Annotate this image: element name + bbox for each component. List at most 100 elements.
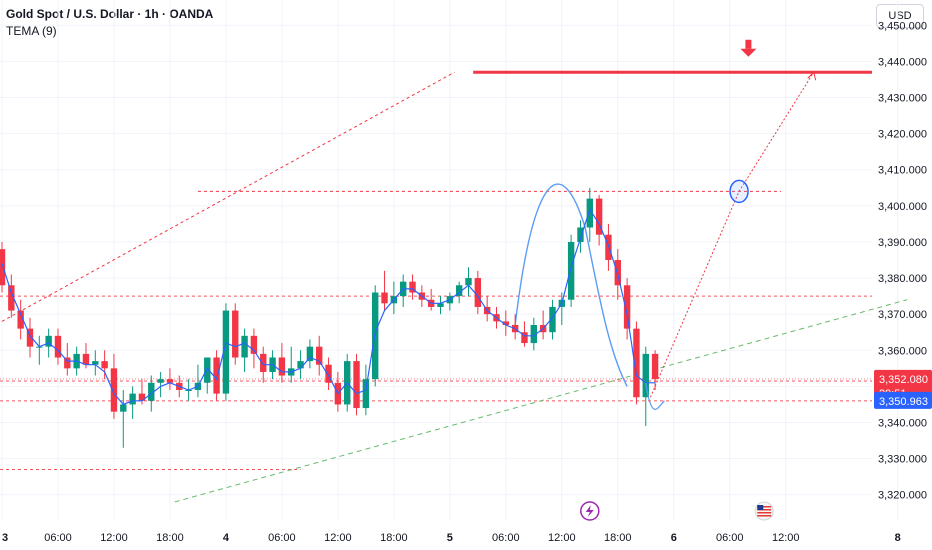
candle-body [166,379,174,383]
path-arrowhead [807,71,817,81]
candle-body [455,285,463,297]
candle-body [567,241,575,300]
arrow-down-icon [740,39,757,57]
candle-body [623,285,631,329]
candle-body [110,368,118,412]
time-tick-label: 5 [447,532,453,544]
time-tick-label: 6 [671,532,677,544]
price-tick-label: 3,410.000 [878,165,927,177]
candle-body [54,335,62,358]
indicator-label[interactable]: TEMA (9) [6,24,57,38]
candle-body [474,278,482,307]
price-tick-label: 3,360.000 [878,345,927,357]
candle-body [642,353,649,398]
target-circle [729,179,749,204]
price-tick-label: 3,330.000 [878,454,927,466]
candle-body [502,321,510,325]
time-tick-label: 12:00 [324,532,352,544]
candle-body [260,353,267,372]
candle-body [549,306,556,333]
candle-body [213,357,220,394]
candle-body [437,303,444,307]
price-tick-label: 3,390.000 [878,237,927,249]
candle-body [465,278,472,286]
time-tick-label: 4 [223,532,230,544]
candle-body [101,361,108,369]
time-tick-label: 12:00 [100,532,128,544]
candle-body [17,310,24,329]
candle-body [297,361,304,369]
tema-line [1,208,656,406]
price-axis[interactable]: 3,320.000 3,330.000 3,340.000 3,360.000 3,37… [874,20,932,502]
candle-body [325,364,332,383]
time-tick-label: 12:00 [772,532,800,544]
annotation-front-layer [649,39,817,398]
price-tick-label: 3,320.000 [878,490,927,502]
tema-layer [1,208,665,410]
price-tick-label: 3,400.000 [878,201,927,213]
tema-value-label: 3,350.963 [874,391,932,409]
candle-body [241,335,248,358]
price-tick-label: 3,380.000 [878,273,927,285]
us-flag-icon[interactable] [754,501,774,521]
candles-layer [0,187,659,448]
candle-body [651,353,659,380]
candle-body [92,361,99,365]
time-tick-label: 18:00 [604,532,632,544]
candle-body [129,393,136,405]
price-tick-label: 3,420.000 [878,129,927,141]
time-tick-label: 18:00 [380,532,408,544]
candle-body [138,393,146,401]
channel-trend-line [1,71,455,322]
last-price-value: 3,352.080 [879,374,928,386]
time-tick-label: 3 [2,532,8,544]
time-tick-label: 06:00 [268,532,296,544]
time-tick-label: 8 [895,532,901,544]
candle-body [157,379,164,383]
candle-body [577,227,584,242]
tema-value-text: 3,350.963 [879,396,928,408]
tema-projection-line [645,382,665,410]
tema-value-box [874,391,932,409]
candle-body [530,325,538,344]
candle-body [232,310,239,358]
candle-body [250,335,258,354]
arc-drawing [514,183,628,387]
time-tick-label: 12:00 [548,532,576,544]
candle-body [381,292,388,304]
candle-body [595,198,603,235]
price-tick-label: 3,340.000 [878,418,927,430]
lightning-icon[interactable] [580,501,600,521]
candle-body [222,310,230,394]
candle-body [120,404,127,412]
candle-body [45,335,52,347]
time-tick-label: 06:00 [492,532,520,544]
time-tick-label: 06:00 [716,532,744,544]
candle-body [409,281,416,293]
candle-body [353,361,360,409]
candle-body [521,332,528,344]
grid-lines [0,0,899,520]
candle-body [148,382,155,401]
price-tick-label: 3,440.000 [878,56,927,68]
time-tick-label: 18:00 [156,532,184,544]
candle-body [278,357,286,376]
candle-body [8,285,15,311]
candle-body [586,198,593,228]
candle-body [316,346,323,365]
time-axis[interactable]: 3 06:00 12:00 18:00 4 06:00 12:00 18:00 5 06:00 12… [2,501,901,544]
annotation-layer [0,70,908,503]
candle-body [26,328,34,347]
candle-body [82,353,90,365]
price-tick-label: 3,450.000 [878,20,927,32]
candle-body [204,357,211,383]
price-tick-label: 3,370.000 [878,309,927,321]
currency-button[interactable]: USD [876,4,924,28]
candle-body [633,328,640,398]
time-tick-label: 06:00 [44,532,72,544]
candle-body [64,357,71,369]
projected-path-line [649,71,815,398]
candle-body [362,379,370,409]
support-trend-line [174,299,908,503]
